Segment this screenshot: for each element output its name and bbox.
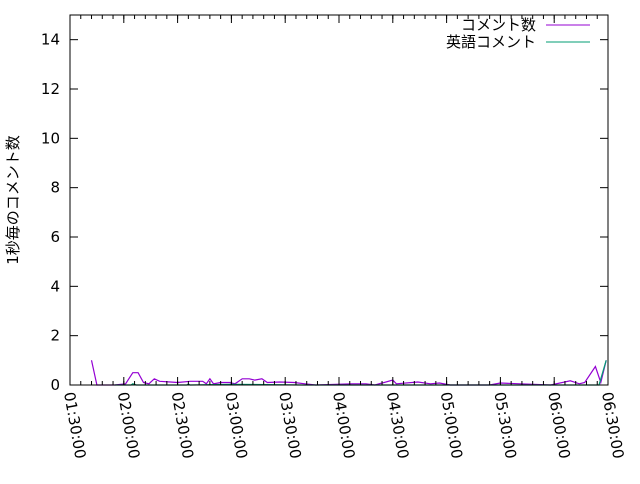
legend: コメント数 英語コメント <box>446 16 590 51</box>
x-tick-label: 03:30:00 <box>275 391 304 460</box>
y-tick-label: 10 <box>41 129 60 147</box>
y-tick-label: 8 <box>50 179 60 197</box>
legend-label: コメント数 <box>461 16 536 34</box>
y-tick-label: 6 <box>50 228 60 246</box>
x-tick-label: 06:00:00 <box>544 391 573 460</box>
series-line <box>90 360 607 386</box>
x-tick-label: 01:30:00 <box>60 391 89 460</box>
x-tick-label: 05:00:00 <box>437 391 466 460</box>
y-axis-label: 1秒毎のコメント数 <box>4 135 22 265</box>
x-tick-label: 02:00:00 <box>114 391 143 460</box>
x-tick-label: 04:30:00 <box>383 391 412 460</box>
x-tick-label: 04:00:00 <box>329 391 358 460</box>
x-tick-label: 06:30:00 <box>598 391 627 460</box>
legend-label: 英語コメント <box>446 33 536 51</box>
y-tick-label: 12 <box>41 80 60 98</box>
y-tick-label: 4 <box>50 277 60 295</box>
x-tick-label: 02:30:00 <box>168 391 197 460</box>
y-tick-label: 2 <box>50 327 60 345</box>
y-tick-label: 0 <box>50 376 60 394</box>
y-tick-label: 14 <box>41 31 60 49</box>
plot-frame <box>69 14 609 386</box>
x-tick-label: 03:00:00 <box>221 391 250 460</box>
x-tick-label: 05:30:00 <box>490 391 519 460</box>
